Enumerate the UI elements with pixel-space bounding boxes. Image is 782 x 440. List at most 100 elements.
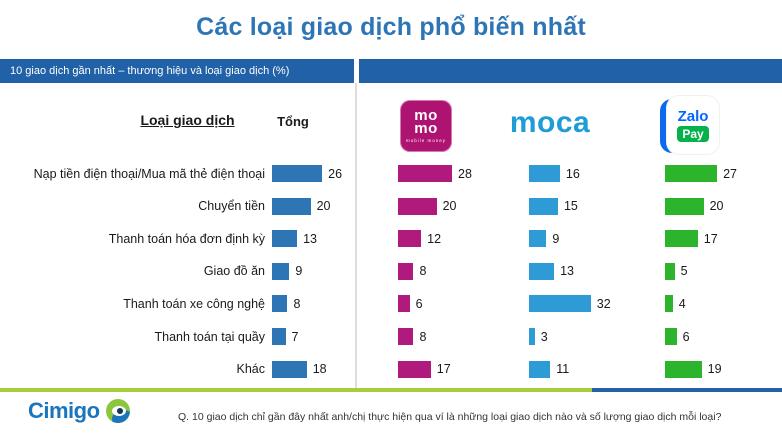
bar-value: 27 (723, 166, 738, 181)
moca-logo: moca (509, 106, 591, 139)
bar-cell-tổng: 18 (272, 353, 327, 386)
bar-momo (398, 328, 414, 345)
survey-question-text: Q. 10 giao dịch chỉ gần đây nhất anh/chị… (178, 411, 722, 423)
bar-zalopay (665, 328, 677, 345)
bar-cell-tổng: 26 (272, 157, 342, 190)
bar-value: 6 (682, 329, 690, 344)
bar-tổng (272, 197, 311, 215)
bar-value: 15 (563, 199, 578, 214)
bar-zalopay (665, 262, 675, 280)
chart-row: Chuyển tiền 20 20 15 20 (0, 190, 782, 223)
total-column-header: Tổng (277, 114, 309, 129)
bar-cell-momo: 8 (398, 320, 426, 353)
bar-tổng (272, 165, 323, 182)
category-label: Giao đồ ăn (203, 264, 265, 279)
category-label: Thanh toán hóa đơn định kỳ (108, 231, 265, 246)
bar-value: 20 (316, 199, 331, 214)
zalopay-logo-zalo-text: Zalo (677, 107, 709, 125)
bar-value: 13 (560, 264, 574, 279)
bar-value: 9 (552, 231, 560, 246)
cimigo-eye-icon (105, 399, 130, 423)
bar-momo (398, 230, 422, 248)
bar-momo (398, 360, 431, 378)
bar-value: 28 (458, 166, 472, 181)
bar-cell-momo: 20 (398, 190, 457, 223)
zalopay-logo: Zalo Pay (660, 96, 720, 156)
bar-cell-momo: 6 (398, 287, 423, 320)
bar-tổng (272, 295, 288, 313)
bar-cell-tổng: 20 (272, 190, 331, 223)
momo-logo-text: mo (414, 107, 438, 124)
zalopay-logo-pay-badge: Pay (677, 125, 709, 142)
bar-moca (529, 230, 547, 248)
bar-value: 12 (427, 231, 442, 246)
bar-value: 6 (415, 296, 423, 311)
bar-momo (398, 295, 410, 313)
bar-cell-moca: 9 (529, 222, 559, 255)
bar-tổng (272, 262, 290, 280)
momo-logo-text: mo (414, 120, 438, 137)
cimigo-wordmark: Cimigo (28, 398, 100, 423)
cimigo-logo: Cimigo (28, 398, 130, 424)
bar-cell-tổng: 13 (272, 222, 317, 255)
bar-cell-tổng: 9 (272, 255, 302, 288)
bar-cell-momo: 28 (398, 157, 472, 190)
category-label: Khác (236, 362, 266, 377)
bar-cell-moca: 3 (529, 320, 548, 353)
category-label: Thanh toán xe công nghệ (123, 296, 265, 311)
zalopay-card: Zalo Pay (667, 96, 719, 154)
column-divider (355, 83, 357, 388)
bar-value: 17 (436, 362, 451, 377)
bar-cell-tổng: 8 (272, 287, 300, 320)
bar-value: 19 (707, 362, 722, 377)
bar-value: 11 (556, 362, 570, 377)
bar-value: 20 (709, 199, 724, 214)
bar-zalopay (665, 360, 702, 378)
bar-value: 18 (312, 362, 327, 377)
bar-cell-moca: 13 (529, 255, 574, 288)
bar-cell-moca: 16 (529, 157, 580, 190)
bar-value: 8 (293, 296, 301, 311)
bar-value: 16 (565, 166, 580, 181)
bar-tổng (272, 230, 298, 248)
bar-cell-zalopay: 20 (665, 190, 724, 223)
bar-momo (398, 197, 437, 215)
bar-value: 5 (680, 264, 688, 279)
bar-value: 17 (703, 231, 718, 246)
bar-value: 3 (540, 329, 548, 344)
chart-row: Khác 18 17 11 19 (0, 353, 782, 386)
bar-moca (529, 328, 535, 345)
bar-zalopay (665, 165, 718, 182)
section-header-bar-right (359, 59, 782, 83)
bar-value: 8 (419, 264, 427, 279)
bar-value: 32 (596, 296, 611, 311)
bar-moca (529, 262, 555, 280)
chart-row: Nạp tiền điện thoại/Mua mã thẻ điện thoạ… (0, 157, 782, 190)
bar-cell-zalopay: 17 (665, 222, 718, 255)
bar-cell-momo: 17 (398, 353, 451, 386)
bar-chart: Nạp tiền điện thoại/Mua mã thẻ điện thoạ… (0, 157, 782, 388)
bar-cell-moca: 32 (529, 287, 611, 320)
chart-row: Thanh toán tại quầy 7 8 3 6 (0, 320, 782, 353)
category-label: Nạp tiền điện thoại/Mua mã thẻ điện thoạ… (33, 166, 265, 181)
bar-value: 13 (303, 231, 317, 246)
bar-zalopay (665, 295, 673, 313)
bar-value: 8 (419, 329, 427, 344)
chart-row: Thanh toán xe công nghệ 8 6 32 4 (0, 287, 782, 320)
bar-zalopay (665, 197, 704, 215)
bar-cell-zalopay: 5 (665, 255, 688, 288)
momo-logo: mo mo mobile money (400, 100, 452, 152)
bar-cell-momo: 8 (398, 255, 426, 288)
bar-momo (398, 262, 414, 280)
bar-cell-moca: 11 (529, 353, 569, 386)
page-title: Các loại giao dịch phổ biến nhất (196, 13, 586, 41)
bar-tổng (272, 328, 286, 345)
section-header-bar: 10 giao dịch gần nhất – thương hiệu và l… (0, 59, 354, 83)
bar-value: 20 (442, 199, 457, 214)
bar-value: 4 (678, 296, 686, 311)
chart-row: Thanh toán hóa đơn định kỳ 13 12 9 17 (0, 222, 782, 255)
bar-moca (529, 165, 560, 182)
footer-accent-line-blue (592, 388, 782, 392)
category-label: Chuyển tiền (198, 199, 265, 214)
bar-cell-momo: 12 (398, 222, 441, 255)
